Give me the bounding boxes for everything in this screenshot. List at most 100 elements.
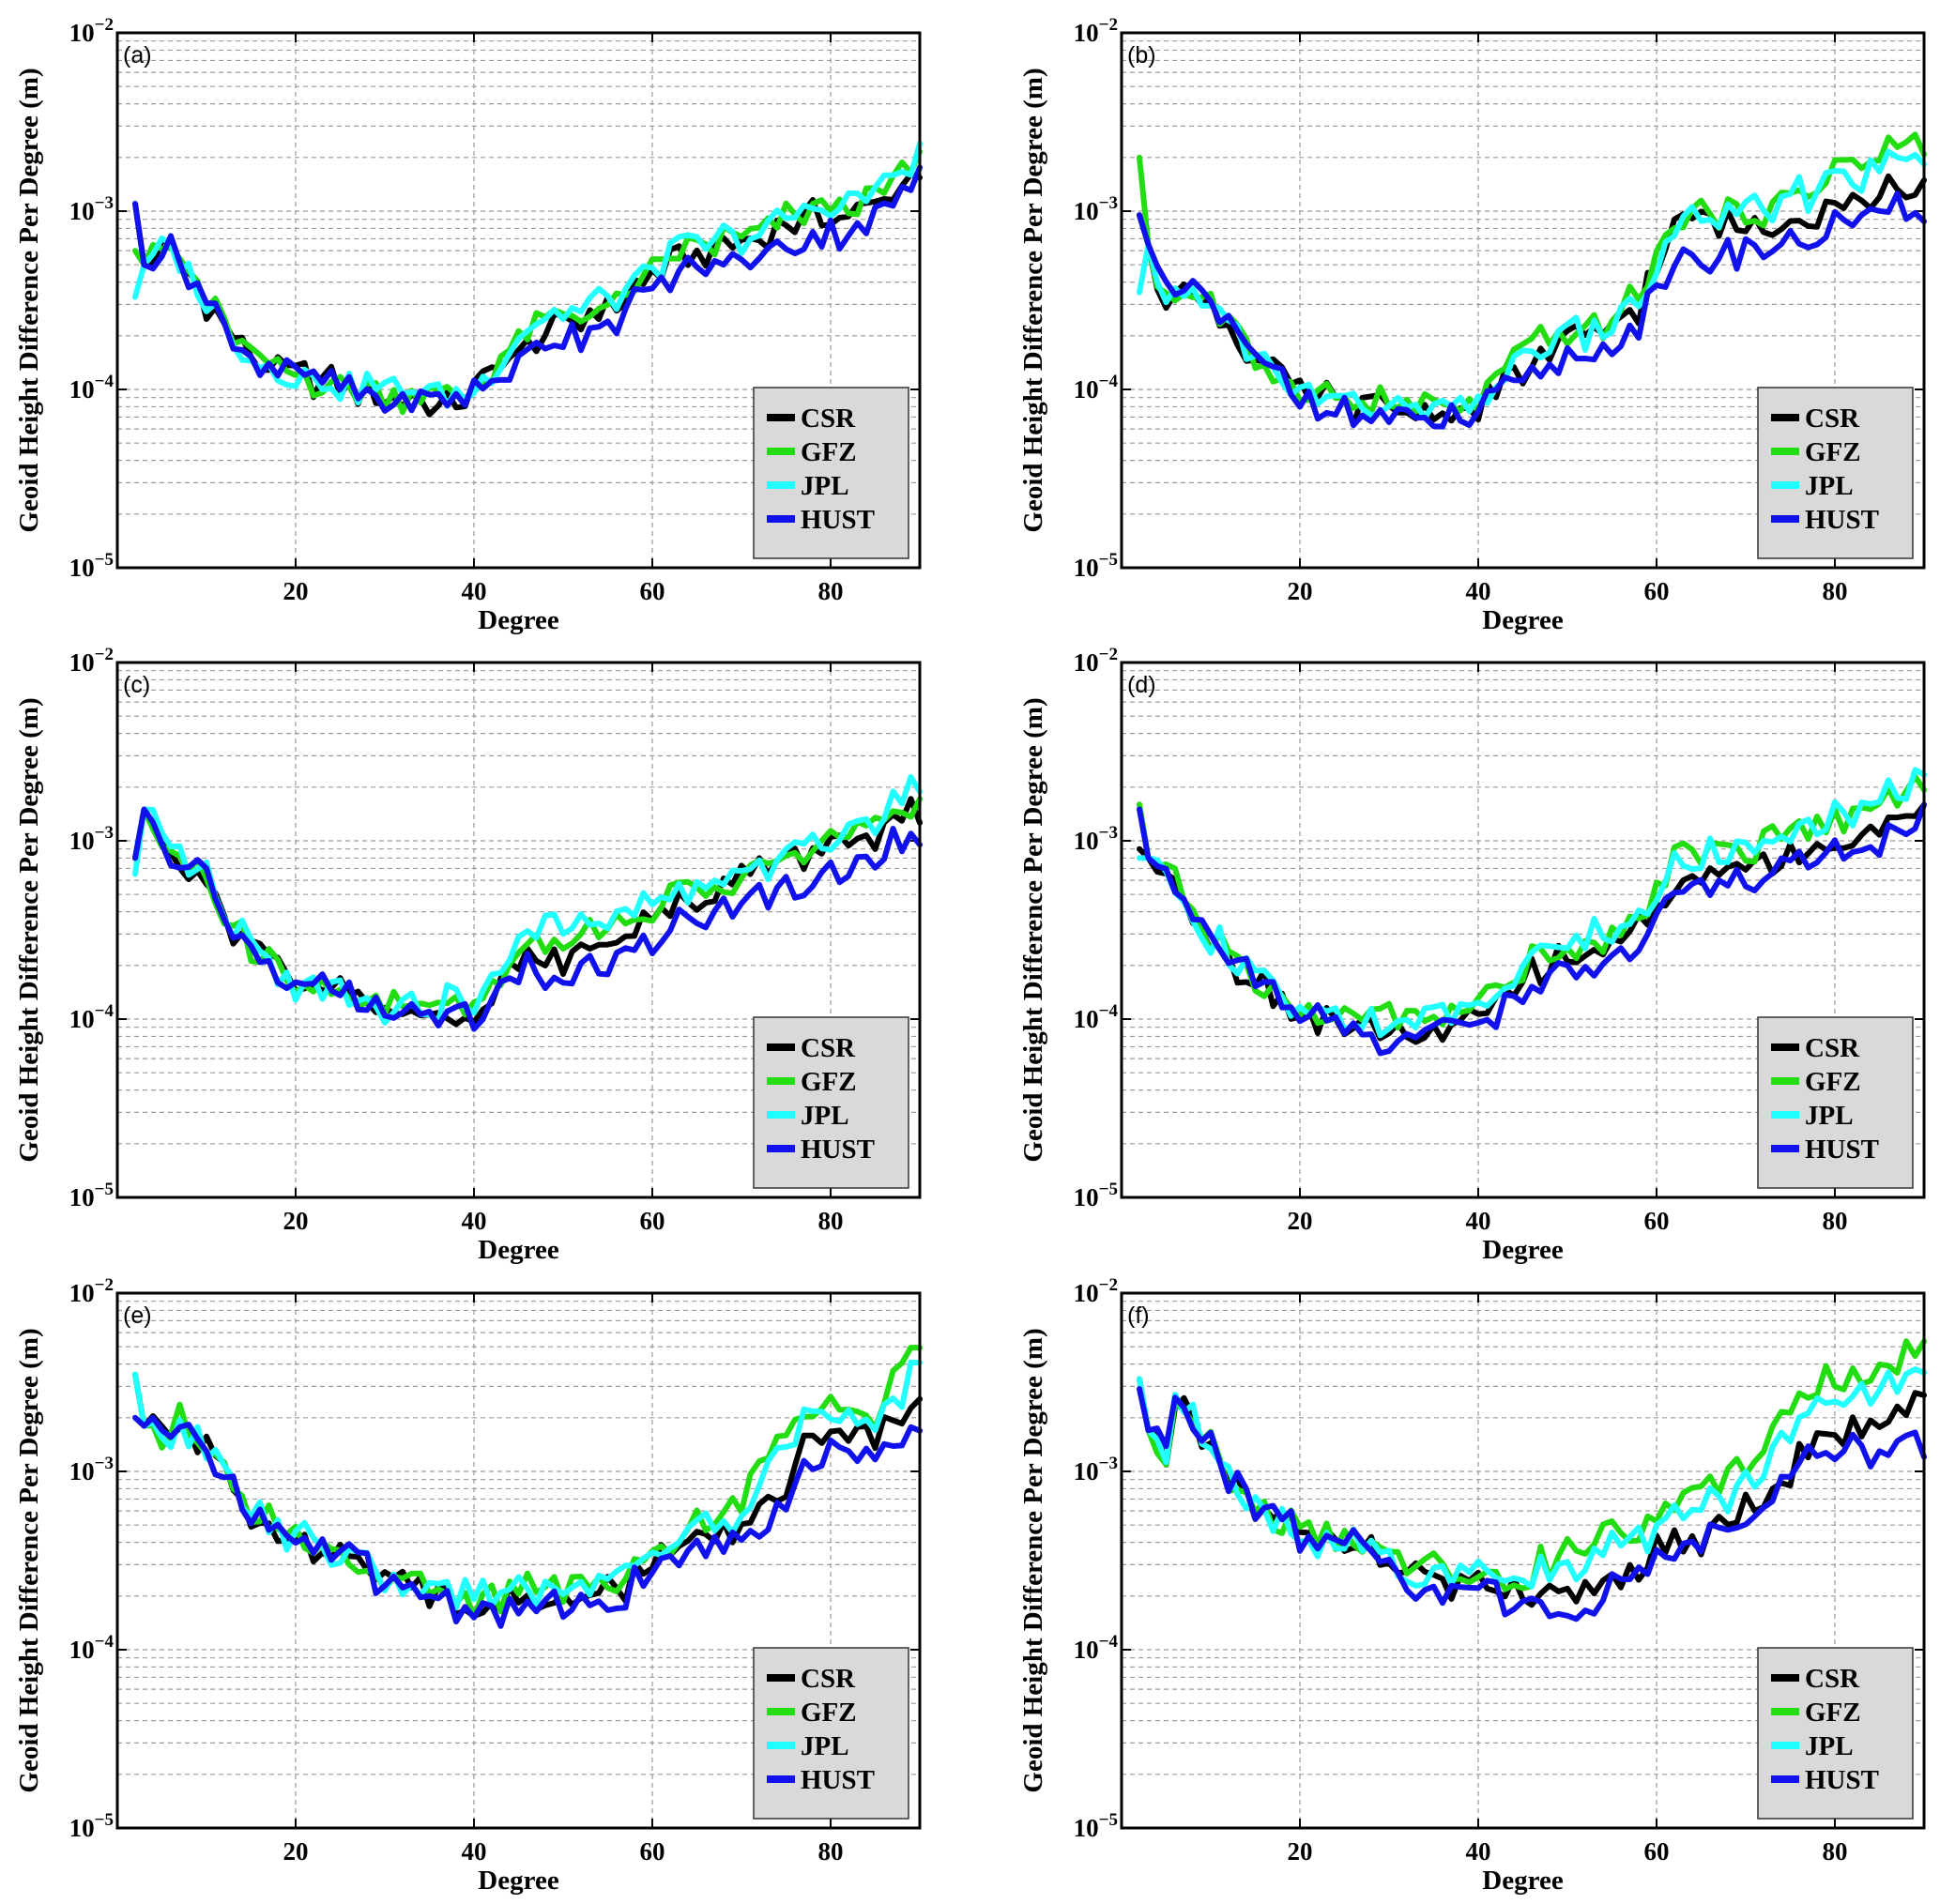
legend-label: HUST <box>1805 1135 1879 1165</box>
series-line-hust <box>1137 1386 1927 1622</box>
y-tick-exponent: −4 <box>95 1632 115 1652</box>
plot-frame <box>115 31 922 570</box>
legend-label: JPL <box>1805 471 1854 501</box>
series-line-gfz <box>1137 773 1927 1031</box>
y-tick-exponent: −3 <box>95 1454 114 1473</box>
y-axis-label: Geoid Height Difference Per Degree (m) <box>14 68 44 532</box>
y-tick-exponent: −3 <box>1099 1454 1118 1473</box>
y-tick-exponent: −4 <box>1099 372 1119 391</box>
legend-label: HUST <box>801 505 875 535</box>
y-tick-exponent: −4 <box>95 1001 115 1021</box>
x-tick-label: 20 <box>1288 1837 1313 1866</box>
y-axis-label: Geoid Height Difference Per Degree (m) <box>1018 1328 1048 1792</box>
y-tick-base: 10 <box>1074 375 1099 404</box>
legend-label: GFZ <box>801 1698 857 1728</box>
x-axis-label: Degree <box>1482 605 1564 635</box>
panel-tag: (d) <box>1127 672 1156 698</box>
series-line-hust <box>132 806 923 1032</box>
y-tick-label: 10−5 <box>1074 1810 1118 1842</box>
legend-label: HUST <box>1805 505 1879 535</box>
panel-tag: (b) <box>1127 42 1156 69</box>
y-tick-exponent: −5 <box>95 1180 114 1199</box>
plot-frame <box>1120 31 1926 570</box>
y-axis-label: Geoid Height Difference Per Degree (m) <box>1018 68 1048 532</box>
y-tick-base: 10 <box>69 1814 95 1842</box>
y-tick-exponent: −2 <box>95 645 114 664</box>
y-tick-base: 10 <box>69 1636 95 1664</box>
legend-label: GFZ <box>1805 437 1861 467</box>
series-line-jpl <box>132 774 923 1026</box>
legend-label: GFZ <box>1805 1698 1861 1728</box>
series-group <box>132 774 923 1032</box>
plot-frame <box>1120 1291 1926 1830</box>
series-line-jpl <box>1137 1366 1927 1590</box>
y-tick-exponent: −4 <box>95 372 115 391</box>
y-tick-base: 10 <box>1074 19 1099 47</box>
x-tick-label: 20 <box>283 577 309 605</box>
y-tick-exponent: −4 <box>1099 1632 1119 1652</box>
y-tick-exponent: −3 <box>1099 823 1118 843</box>
x-tick-label: 40 <box>462 1837 487 1866</box>
y-tick-base: 10 <box>69 1183 95 1211</box>
y-tick-label: 10−3 <box>1074 823 1118 855</box>
y-tick-exponent: −2 <box>95 15 114 35</box>
y-tick-exponent: −4 <box>1099 1001 1119 1021</box>
legend-label: CSR <box>801 404 856 434</box>
x-axis-label: Degree <box>478 1866 559 1896</box>
legend-label: CSR <box>1805 1664 1860 1694</box>
y-tick-base: 10 <box>1074 827 1099 855</box>
y-tick-base: 10 <box>69 1005 95 1033</box>
y-tick-base: 10 <box>69 554 95 582</box>
legend-label: JPL <box>1805 1731 1854 1761</box>
legend-label: GFZ <box>801 437 857 467</box>
y-tick-base: 10 <box>69 197 95 225</box>
y-tick-base: 10 <box>1074 197 1099 225</box>
y-tick-exponent: −3 <box>95 823 114 843</box>
series-line-hust <box>1137 190 1927 430</box>
y-tick-label: 10−3 <box>69 1454 114 1485</box>
y-tick-label: 10−2 <box>1074 645 1118 677</box>
x-axis-label: Degree <box>1482 1235 1564 1265</box>
y-tick-exponent: −3 <box>95 193 114 213</box>
x-tick-label: 80 <box>1823 1207 1848 1235</box>
x-tick-label: 60 <box>640 1837 665 1866</box>
legend-label: GFZ <box>1805 1067 1861 1097</box>
plot-frame <box>115 1291 922 1830</box>
y-tick-label: 10−2 <box>69 645 114 677</box>
legend-label: HUST <box>1805 1765 1879 1795</box>
x-tick-label: 80 <box>1823 577 1848 605</box>
y-tick-base: 10 <box>1074 1814 1099 1842</box>
x-tick-label: 80 <box>818 1207 844 1235</box>
series-line-hust <box>132 1414 923 1629</box>
x-axis-label: Degree <box>478 1235 559 1265</box>
y-tick-base: 10 <box>69 648 95 677</box>
y-tick-base: 10 <box>69 19 95 47</box>
y-tick-exponent: −5 <box>95 550 114 570</box>
x-tick-label: 40 <box>1466 1837 1491 1866</box>
panel-tag: (a) <box>123 42 152 69</box>
series-group <box>1137 767 1927 1057</box>
x-tick-label: 40 <box>462 1207 487 1235</box>
y-tick-label: 10−5 <box>69 1180 114 1211</box>
series-line-gfz <box>132 148 923 416</box>
series-line-hust <box>132 164 923 414</box>
y-tick-exponent: −2 <box>95 1275 114 1295</box>
y-tick-exponent: −5 <box>95 1810 114 1830</box>
series-group <box>132 140 923 418</box>
x-axis-label: Degree <box>478 605 559 635</box>
panel-tag: (c) <box>123 672 150 698</box>
series-line-hust <box>1137 801 1927 1057</box>
y-axis-label: Geoid Height Difference Per Degree (m) <box>1018 697 1048 1162</box>
legend-label: GFZ <box>801 1067 857 1097</box>
y-tick-base: 10 <box>1074 1636 1099 1664</box>
x-tick-label: 60 <box>1644 577 1670 605</box>
y-tick-base: 10 <box>69 1457 95 1485</box>
x-tick-label: 20 <box>1288 577 1313 605</box>
legend-label: HUST <box>801 1765 875 1795</box>
y-tick-label: 10−4 <box>69 1632 115 1664</box>
